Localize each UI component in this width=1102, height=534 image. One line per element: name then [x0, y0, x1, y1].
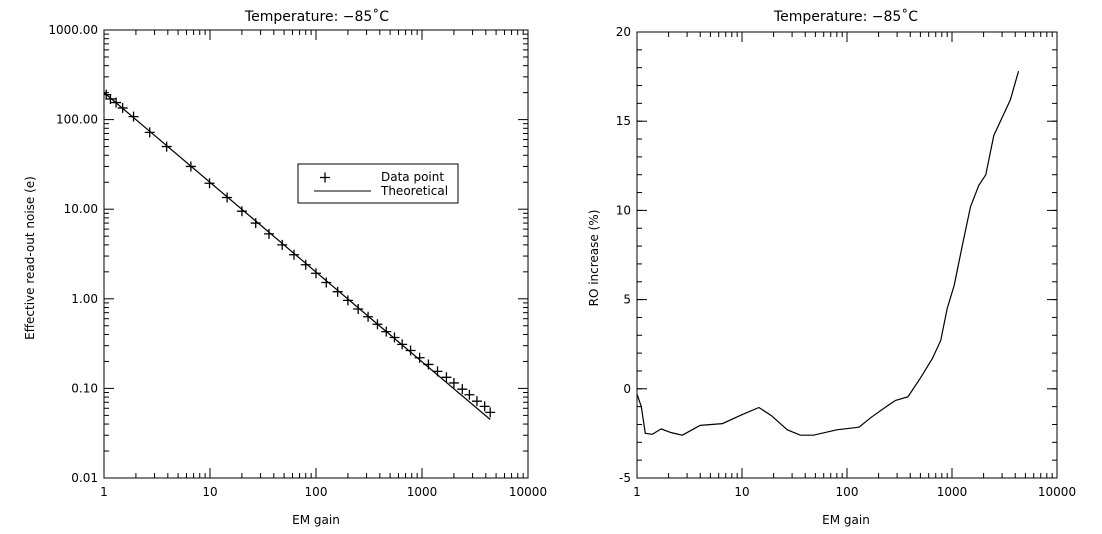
data-point-marker: [300, 259, 311, 270]
left-chart-panel: Temperature: −85˚C EM gain Effective rea…: [23, 8, 547, 527]
right-y-tick-label: 10: [616, 203, 631, 217]
right-y-tick-label: -5: [619, 471, 631, 485]
left-x-tick-label: 1000: [407, 485, 438, 499]
right-y-tick-label: 20: [616, 25, 631, 39]
left-y-tick-label: 1000.00: [48, 23, 98, 37]
data-point-marker: [204, 178, 215, 189]
ro-increase-line: [637, 71, 1020, 436]
left-x-tick-label: 10000: [509, 485, 547, 499]
left-x-tick-label: 100: [305, 485, 328, 499]
right-chart-panel: Temperature: −85˚C EM gain RO increase (…: [587, 8, 1076, 527]
right-y-tick-label: 5: [623, 293, 631, 307]
theoretical-line: [104, 92, 491, 420]
data-point-marker: [464, 389, 475, 400]
legend-label-theoretical: Theoretical: [380, 184, 448, 198]
data-point-marker: [277, 239, 288, 250]
data-point-marker: [457, 384, 468, 395]
right-y-tick-label: 0: [623, 382, 631, 396]
data-point-marker: [250, 218, 261, 229]
legend: Data point Theoretical: [297, 163, 459, 204]
data-point-marker: [389, 332, 400, 343]
data-point-marker: [485, 407, 496, 418]
data-point-marker: [471, 396, 482, 407]
data-point-marker: [414, 352, 425, 363]
right-x-tick-label: 1000: [937, 485, 968, 499]
right-y-tick-label: 15: [616, 114, 631, 128]
data-point-marker: [448, 377, 459, 388]
data-point-marker: [321, 277, 332, 288]
right-chart-xlabel: EM gain: [822, 513, 870, 527]
data-point-marker: [144, 127, 155, 138]
data-point-marker: [161, 141, 172, 152]
right-plot-area: [637, 71, 1020, 436]
left-chart-title: Temperature: −85˚C: [244, 8, 389, 25]
legend-marker-data-point: [320, 172, 330, 183]
left-chart-ylabel: Effective read-out noise (e): [23, 176, 37, 340]
left-y-tick-label: 0.10: [71, 381, 98, 395]
right-chart-ylabel: RO increase (%): [587, 210, 601, 307]
data-point-marker: [311, 268, 321, 279]
data-point-marker: [441, 372, 452, 383]
left-plot-frame: [103, 29, 529, 479]
data-point-marker: [479, 401, 490, 412]
right-x-tick-label: 10000: [1038, 485, 1076, 499]
data-point-marker: [263, 228, 274, 239]
left-y-tick-label: 100.00: [56, 113, 98, 127]
data-point-marker: [236, 206, 247, 217]
data-point-marker: [342, 295, 353, 306]
right-plot-frame: [636, 31, 1058, 479]
data-point-marker: [353, 303, 364, 314]
left-plot-area: [104, 89, 496, 420]
left-y-tick-label: 0.01: [71, 471, 98, 485]
data-point-marker: [288, 249, 299, 260]
left-y-tick-label: 1.00: [71, 292, 98, 306]
left-x-tick-label: 10: [202, 485, 217, 499]
right-x-tick-label: 100: [836, 485, 859, 499]
legend-box: [297, 163, 459, 204]
right-x-tick-label: 10: [734, 485, 749, 499]
right-chart-title: Temperature: −85˚C: [773, 8, 918, 25]
legend-label-data-point: Data point: [381, 170, 444, 184]
data-point-marker: [128, 111, 139, 122]
left-x-tick-label: 1: [100, 485, 108, 499]
left-y-tick-label: 10.00: [64, 202, 98, 216]
left-chart-xlabel: EM gain: [292, 513, 340, 527]
data-point-marker: [332, 286, 343, 297]
data-point-marker: [405, 345, 416, 356]
right-x-tick-label: 1: [633, 485, 641, 499]
data-point-marker: [105, 93, 116, 104]
